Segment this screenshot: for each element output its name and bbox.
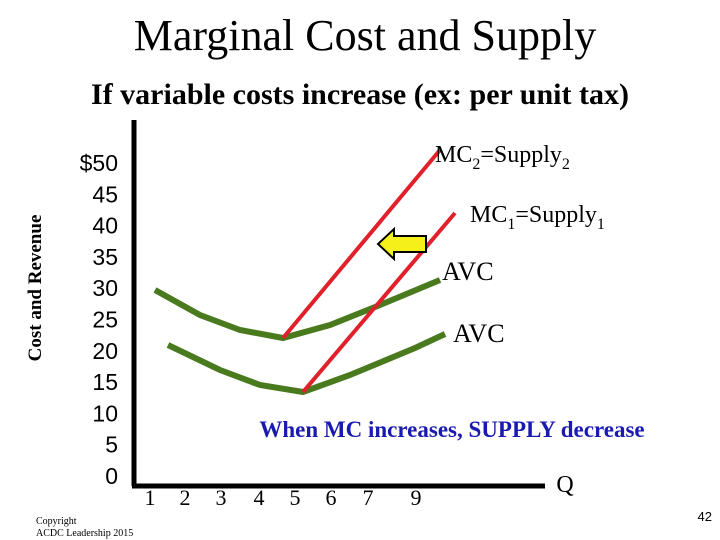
- mc1-label: MC1=Supply1: [470, 202, 605, 233]
- copyright: Copyright: [36, 516, 77, 527]
- y-tick-label: 45: [92, 181, 118, 207]
- avc-upper-label: AVC: [442, 257, 494, 286]
- label-part: MC: [435, 142, 472, 168]
- y-tick-label: 10: [92, 400, 118, 426]
- avc-lower-curve: [166, 331, 447, 396]
- y-tick-label: 35: [92, 244, 118, 270]
- x-tick-label: 6: [326, 485, 337, 510]
- y-axis-label: Cost and Revenue: [25, 215, 46, 362]
- shift-arrow: [376, 226, 427, 262]
- title: Marginal Cost and Supply: [134, 11, 596, 60]
- annotation: When MC increases, SUPPLY decrease: [259, 417, 644, 442]
- label-part: 1: [597, 216, 605, 233]
- y-tick-label: 40: [92, 213, 118, 239]
- x-tick-label: 2: [180, 485, 191, 510]
- page-number: 42: [698, 509, 712, 524]
- mc1-line: [301, 211, 457, 394]
- y-tick-label: $50: [80, 150, 118, 176]
- y-tick-label: 30: [92, 275, 118, 301]
- mc2-label: MC2=Supply2: [435, 142, 570, 173]
- label-part: 2: [562, 156, 570, 173]
- y-tick-label: 15: [92, 369, 118, 395]
- label-part: =Supply: [480, 142, 562, 168]
- x-tick-label: 1: [145, 485, 156, 510]
- mc2-line: [281, 148, 442, 340]
- label-part: 2: [472, 156, 480, 173]
- y-tick-label: 0: [105, 463, 118, 489]
- y-tick-label: 5: [105, 432, 118, 458]
- avc-upper-curve: [153, 277, 442, 342]
- label-part: =Supply: [515, 202, 597, 228]
- x-tick-label: 7: [363, 485, 374, 510]
- label-part: MC: [470, 202, 507, 228]
- label-part: 1: [507, 216, 515, 233]
- x-tick-label: 9: [411, 485, 422, 510]
- x-tick-label: 5: [290, 485, 301, 510]
- subtitle: If variable costs increase (ex: per unit…: [91, 78, 629, 111]
- x-tick-label: 3: [216, 485, 227, 510]
- x-tick-label: 4: [254, 485, 265, 510]
- y-tick-label: 25: [92, 307, 118, 333]
- y-tick-label: 20: [92, 338, 118, 364]
- x-axis-label: Q: [556, 472, 573, 498]
- avc-lower-label: AVC: [453, 319, 505, 348]
- copyright: ACDC Leadership 2015: [36, 528, 133, 539]
